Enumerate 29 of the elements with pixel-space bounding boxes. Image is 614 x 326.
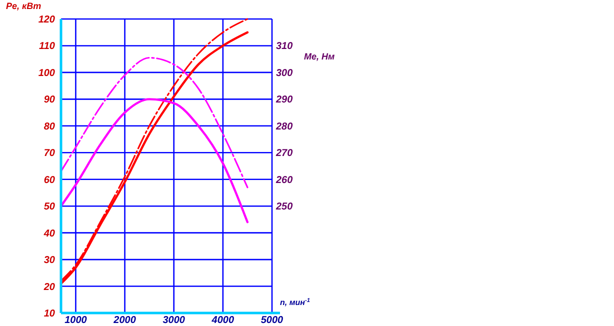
y-tick-label: 60 xyxy=(44,174,56,186)
y2-tick-label: 280 xyxy=(275,121,294,132)
y2-axis-title: Me, Нм xyxy=(304,52,336,62)
y-tick-label: 120 xyxy=(38,14,56,26)
y-axis-title: Pe, кВт xyxy=(6,1,42,11)
y-tick-label: 20 xyxy=(42,282,56,293)
x-tick-label: 5000 xyxy=(260,315,284,326)
x-tick-label: 3000 xyxy=(162,315,186,326)
y-tick-label: 30 xyxy=(44,255,56,266)
y-tick-label: 70 xyxy=(44,148,56,160)
line-series xyxy=(60,56,248,188)
y-tick-label: 10 xyxy=(44,308,56,320)
y2-tick-label: 250 xyxy=(275,202,294,213)
x-tick-label: 1000 xyxy=(64,315,88,326)
y2-tick-label: 260 xyxy=(275,174,294,186)
x-axis-title: n, мин$^{-1}$ xyxy=(280,298,310,307)
y-tick-label: 80 xyxy=(44,121,56,132)
x-tick-label: 4000 xyxy=(210,315,234,326)
y-tick-label: 110 xyxy=(39,41,56,52)
y2-tick-label: 300 xyxy=(276,68,294,79)
x-tick-label: 2000 xyxy=(112,315,136,326)
y-tick-label: 90 xyxy=(44,94,56,106)
y-tick-label: 100 xyxy=(38,68,56,79)
y2-tick-label: 270 xyxy=(275,148,294,160)
y-tick-label: 50 xyxy=(44,202,56,213)
line-series xyxy=(60,98,249,224)
y2-tick-label: 310 xyxy=(276,41,294,52)
y2-tick-label: 290 xyxy=(275,94,294,106)
y-tick-label: 40 xyxy=(42,228,56,240)
